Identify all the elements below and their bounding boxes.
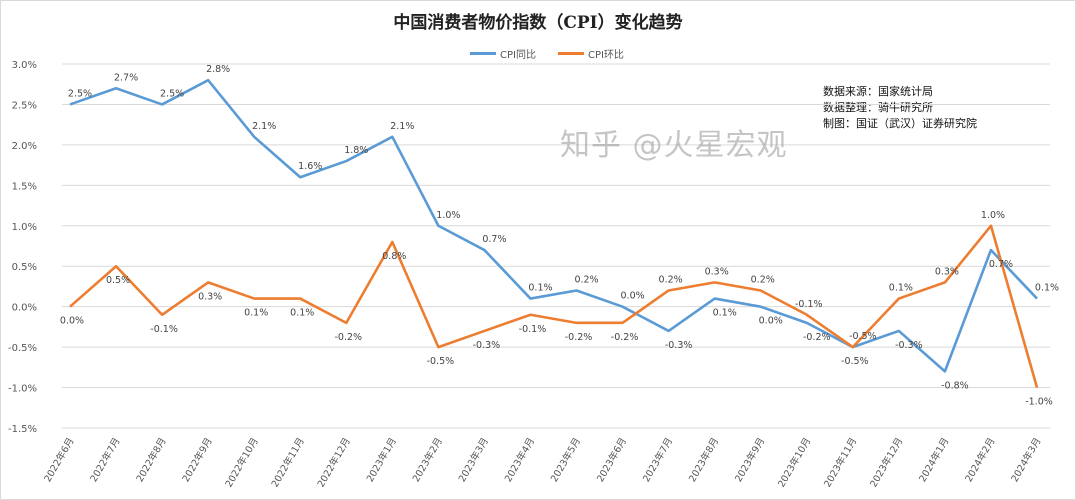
y-tick-label: -1.0%	[8, 384, 37, 395]
data-label: -0.1%	[519, 324, 547, 335]
data-label: 0.1%	[528, 283, 552, 294]
data-label: 0.2%	[659, 274, 683, 285]
x-tick-label: 2022年11月	[269, 436, 307, 490]
x-tick-label: 2023年6月	[594, 436, 629, 485]
y-tick-label: 3.0%	[12, 60, 37, 71]
watermark: 知乎 @火星宏观	[560, 128, 788, 163]
y-tick-label: -1.5%	[8, 424, 37, 435]
y-tick-label: 2.0%	[12, 141, 37, 152]
data-label: -0.5%	[841, 356, 869, 367]
data-label: -0.5%	[427, 356, 455, 367]
x-tick-label: 2023年4月	[502, 436, 537, 485]
y-tick-label: 0.5%	[12, 262, 37, 273]
data-label: 1.0%	[981, 210, 1005, 221]
data-label: 0.0%	[60, 316, 84, 327]
data-label: 0.7%	[482, 234, 506, 245]
data-label: 0.0%	[759, 316, 783, 327]
data-label: -0.5%	[849, 331, 877, 342]
data-label: 0.1%	[889, 283, 913, 294]
data-label: -0.2%	[611, 332, 639, 343]
data-label: 0.3%	[705, 266, 729, 277]
data-label: -0.8%	[941, 380, 969, 391]
data-label: 1.8%	[344, 145, 368, 156]
y-tick-label: -0.5%	[8, 343, 37, 354]
data-label: 1.0%	[436, 210, 460, 221]
data-label: 0.1%	[244, 308, 268, 319]
x-tick-label: 2023年7月	[640, 436, 675, 485]
note-chart-maker: 制图：国证（武汉）证券研究院	[823, 117, 977, 130]
data-label: 0.2%	[574, 274, 598, 285]
x-tick-label: 2024年3月	[1009, 436, 1044, 485]
x-tick-label: 2022年8月	[134, 436, 169, 485]
data-label: -0.3%	[473, 340, 501, 351]
legend-label: CPI环比	[587, 50, 624, 61]
x-tick-label: 2022年12月	[315, 436, 353, 490]
data-label: -0.1%	[795, 299, 823, 310]
data-label: 2.7%	[114, 72, 138, 83]
data-label: -1.0%	[1025, 397, 1053, 408]
data-label: 2.1%	[252, 121, 276, 132]
legend-item-yoy: CPI同比	[470, 46, 536, 61]
data-label: 0.3%	[198, 291, 222, 302]
data-label: -0.1%	[150, 324, 178, 335]
x-tick-label: 2023年9月	[732, 436, 767, 485]
legend-swatch	[557, 52, 584, 55]
legend-swatch	[470, 52, 496, 55]
data-label: 0.5%	[106, 275, 130, 286]
x-tick-label: 2024年2月	[963, 436, 998, 485]
data-label: 0.1%	[713, 308, 737, 319]
x-tick-label: 2022年9月	[180, 436, 215, 485]
data-label: 0.8%	[382, 251, 406, 262]
note-source: 数据来源：国家统计局	[823, 85, 933, 98]
y-tick-label: 0.0%	[12, 303, 37, 314]
data-label: 0.1%	[1035, 283, 1059, 294]
x-tick-label: 2023年1月	[364, 436, 399, 485]
data-label: 1.6%	[298, 161, 322, 172]
data-label: -0.3%	[665, 340, 693, 351]
data-label: -0.2%	[803, 332, 831, 343]
data-label: 2.1%	[390, 121, 414, 132]
x-tick-label: 2023年12月	[867, 436, 905, 490]
data-label: 0.1%	[290, 308, 314, 319]
y-tick-label: 1.5%	[12, 181, 37, 192]
series-line-yoy	[69, 78, 1038, 373]
x-tick-label: 2023年2月	[410, 436, 445, 485]
x-tick-label: 2022年10月	[223, 436, 261, 490]
data-label: 0.2%	[751, 274, 775, 285]
data-label: 0.0%	[621, 291, 645, 302]
data-label: 0.7%	[989, 259, 1013, 270]
x-tick-label: 2024年1月	[916, 436, 951, 485]
x-tick-label: 2023年8月	[686, 436, 721, 485]
y-tick-label: 1.0%	[12, 222, 37, 233]
data-label: 2.5%	[68, 88, 92, 99]
legend: CPI同比 CPI环比	[470, 46, 624, 61]
x-tick-label: 2023年5月	[548, 436, 583, 485]
y-tick-label: 2.5%	[12, 100, 37, 111]
chart-title: 中国消费者物价指数（CPI）变化趋势	[393, 13, 683, 33]
x-tick-label: 2022年7月	[88, 436, 123, 485]
data-label: -0.3%	[895, 340, 923, 351]
legend-label: CPI同比	[500, 50, 536, 61]
data-label: 2.8%	[206, 64, 230, 75]
data-label: 0.3%	[935, 266, 959, 277]
x-tick-label: 2022年6月	[42, 436, 77, 485]
data-label: -0.2%	[334, 332, 362, 343]
data-label: -0.2%	[565, 332, 593, 343]
data-label: 2.5%	[160, 88, 184, 99]
series-line-mom	[69, 224, 1039, 388]
x-tick-label: 2023年3月	[456, 436, 491, 485]
x-tick-label: 2023年10月	[775, 436, 813, 490]
legend-item-mom: CPI环比	[557, 46, 624, 61]
x-tick-label: 2023年11月	[821, 436, 859, 490]
